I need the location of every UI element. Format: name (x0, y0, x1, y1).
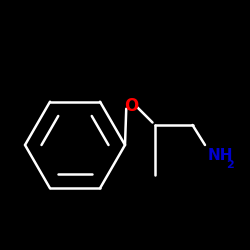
Text: NH: NH (208, 148, 233, 162)
Text: 2: 2 (226, 160, 234, 170)
Text: O: O (124, 97, 138, 115)
